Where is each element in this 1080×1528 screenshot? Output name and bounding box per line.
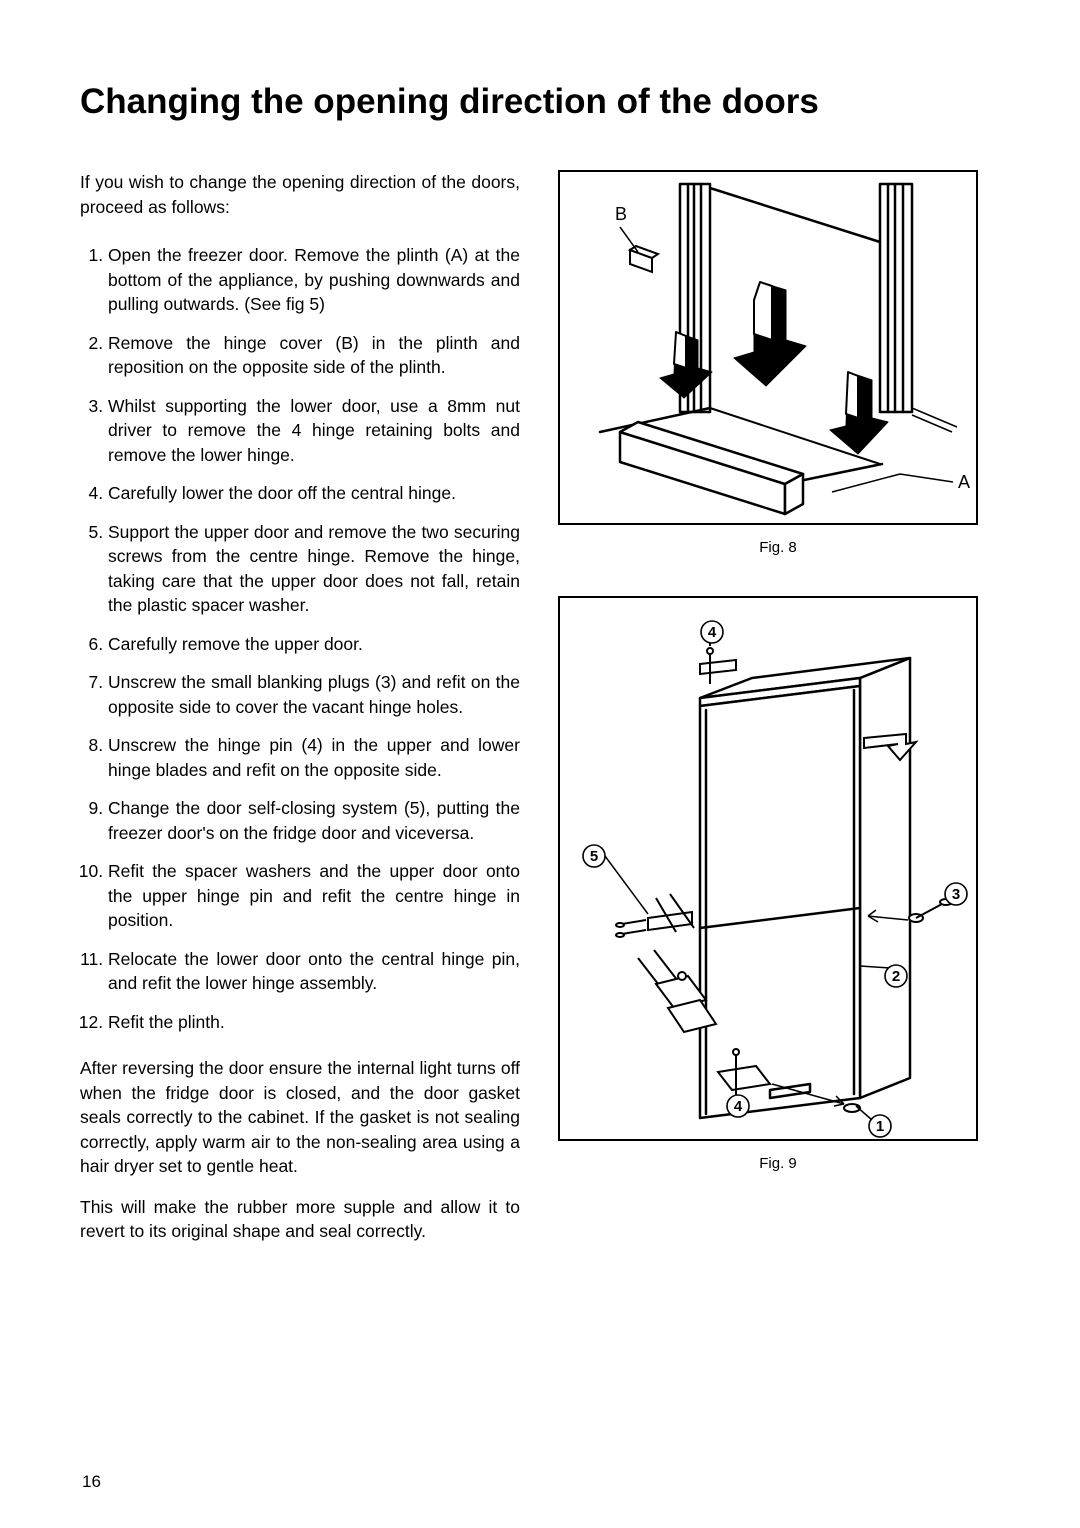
after-paragraph: After reversing the door ensure the inte… bbox=[80, 1056, 520, 1179]
figure-8: B A bbox=[558, 170, 978, 525]
steps-list: Open the freezer door. Remove the plinth… bbox=[80, 243, 520, 1034]
fig9-callout-4-bottom: 4 bbox=[734, 1098, 743, 1115]
step-item: Refit the plinth. bbox=[108, 1010, 520, 1035]
fig9-callout-4-top: 4 bbox=[708, 624, 717, 641]
fig9-callout-1: 1 bbox=[876, 1118, 884, 1135]
step-item: Whilst supporting the lower door, use a … bbox=[108, 394, 520, 468]
step-item: Carefully remove the upper door. bbox=[108, 632, 520, 657]
fig9-callout-3: 3 bbox=[952, 886, 960, 903]
page-number: 16 bbox=[82, 1472, 101, 1492]
fig9-callout-5: 5 bbox=[590, 848, 598, 865]
figure-9: 4 5 3 2 4 1 bbox=[558, 596, 978, 1141]
text-column: If you wish to change the opening direct… bbox=[80, 170, 520, 1260]
intro-text: If you wish to change the opening direct… bbox=[80, 170, 520, 219]
fig9-callout-2: 2 bbox=[892, 968, 900, 985]
figure-column: B A Fig. 8 bbox=[558, 170, 998, 1260]
step-item: Carefully lower the door off the central… bbox=[108, 481, 520, 506]
step-item: Refit the spacer washers and the upper d… bbox=[108, 859, 520, 933]
fig8-label-b: B bbox=[615, 204, 627, 224]
step-item: Support the upper door and remove the tw… bbox=[108, 520, 520, 618]
step-item: Open the freezer door. Remove the plinth… bbox=[108, 243, 520, 317]
step-item: Change the door self-closing system (5),… bbox=[108, 796, 520, 845]
after-text: After reversing the door ensure the inte… bbox=[80, 1056, 520, 1244]
step-item: Relocate the lower door onto the central… bbox=[108, 947, 520, 996]
step-item: Remove the hinge cover (B) in the plinth… bbox=[108, 331, 520, 380]
step-item: Unscrew the hinge pin (4) in the upper a… bbox=[108, 733, 520, 782]
figure-8-caption: Fig. 8 bbox=[558, 539, 998, 556]
after-paragraph: This will make the rubber more supple an… bbox=[80, 1195, 520, 1244]
page-title: Changing the opening direction of the do… bbox=[80, 82, 1000, 122]
step-item: Unscrew the small blanking plugs (3) and… bbox=[108, 670, 520, 719]
figure-9-caption: Fig. 9 bbox=[558, 1155, 998, 1172]
fig8-label-a: A bbox=[958, 472, 970, 492]
